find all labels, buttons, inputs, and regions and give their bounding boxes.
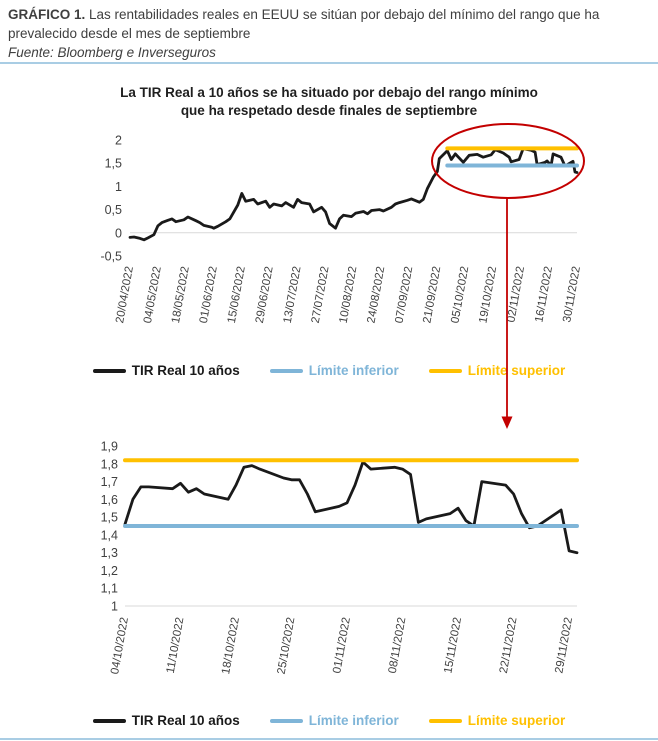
svg-text:20/04/2022: 20/04/2022 (114, 265, 136, 324)
svg-text:-0,5: -0,5 (100, 250, 122, 264)
svg-text:16/11/2022: 16/11/2022 (533, 265, 555, 323)
legend-label: Límite superior (467, 713, 566, 728)
legend-item-limite-inferior: Límite inferior (269, 363, 399, 378)
limite-inferior-line-swatch (269, 368, 303, 373)
tir-line-swatch (92, 718, 126, 723)
svg-text:27/07/2022: 27/07/2022 (310, 265, 332, 324)
svg-text:1,2: 1,2 (101, 564, 118, 578)
svg-text:01/11/2022: 01/11/2022 (331, 616, 353, 674)
svg-text:02/11/2022: 02/11/2022 (505, 265, 527, 323)
legend-label: TIR Real 10 años (131, 713, 240, 728)
svg-text:11/10/2022: 11/10/2022 (165, 616, 187, 674)
legend-item-tir: TIR Real 10 años (92, 363, 240, 378)
svg-text:24/08/2022: 24/08/2022 (366, 265, 388, 324)
svg-text:1: 1 (111, 600, 118, 614)
svg-text:05/10/2022: 05/10/2022 (449, 265, 471, 324)
svg-text:13/07/2022: 13/07/2022 (282, 265, 304, 324)
svg-text:1,3: 1,3 (101, 546, 118, 560)
limite-inferior-line-swatch (269, 718, 303, 723)
svg-text:10/08/2022: 10/08/2022 (338, 265, 360, 324)
svg-text:1: 1 (115, 180, 122, 194)
svg-text:25/10/2022: 25/10/2022 (276, 616, 298, 675)
svg-text:15/06/2022: 15/06/2022 (226, 265, 248, 324)
svg-text:1,5: 1,5 (101, 511, 118, 525)
legend-item-limite-inferior: Límite inferior (269, 713, 399, 728)
svg-text:21/09/2022: 21/09/2022 (421, 265, 443, 324)
svg-text:22/11/2022: 22/11/2022 (498, 616, 520, 674)
legend-item-limite-superior: Límite superior (428, 713, 566, 728)
svg-text:0: 0 (115, 226, 122, 240)
svg-text:18/05/2022: 18/05/2022 (170, 265, 192, 324)
svg-text:29/06/2022: 29/06/2022 (254, 265, 276, 324)
svg-text:1,7: 1,7 (101, 475, 118, 489)
top-chart-legend: TIR Real 10 años Límite inferior Límite … (0, 363, 658, 378)
svg-text:1,6: 1,6 (101, 493, 118, 507)
legend-item-limite-superior: Límite superior (428, 363, 566, 378)
svg-text:07/09/2022: 07/09/2022 (394, 265, 416, 324)
svg-text:1,5: 1,5 (105, 157, 122, 171)
top-chart: 2 1,5 1 0,5 0 -0,520/04/2022 04/05/2022 18/05/2… (100, 134, 583, 325)
svg-text:29/11/2022: 29/11/2022 (553, 616, 575, 674)
bottom-chart-legend: TIR Real 10 años Límite inferior Límite … (0, 713, 658, 728)
svg-text:15/11/2022: 15/11/2022 (442, 616, 464, 674)
svg-text:1,9: 1,9 (101, 440, 118, 454)
svg-text:2: 2 (115, 134, 122, 148)
bottom-chart: 1,9 1,8 1,7 1,6 1,5 1,4 1,3 1,2 1,1 1 04/10/2022 11… (101, 440, 579, 675)
top-chart-title: La TIR Real a 10 años se ha situado por … (120, 85, 538, 118)
limite-superior-line-swatch (428, 368, 462, 373)
svg-text:18/10/2022: 18/10/2022 (220, 616, 242, 675)
figure-source: Fuente: Bloomberg e Inverseguros (8, 45, 216, 61)
figure-caption: GRÁFICO 1. Las rentabilidades reales en … (8, 6, 652, 63)
legend-item-tir: TIR Real 10 años (92, 713, 240, 728)
svg-text:04/05/2022: 04/05/2022 (142, 265, 164, 324)
annotation-arrowhead (501, 416, 513, 429)
tir-line-swatch (92, 368, 126, 373)
figure-number: GRÁFICO 1. (8, 7, 86, 22)
limite-superior-line-swatch (428, 718, 462, 723)
top-separator-line (0, 62, 658, 64)
legend-label: Límite superior (467, 363, 566, 378)
bottom-separator-line (0, 738, 658, 740)
legend-label: Límite inferior (308, 713, 399, 728)
svg-text:1,8: 1,8 (101, 457, 118, 471)
legend-label: TIR Real 10 años (131, 363, 240, 378)
svg-text:01/06/2022: 01/06/2022 (198, 265, 220, 324)
svg-text:1,4: 1,4 (101, 528, 118, 542)
figure-title: Las rentabilidades reales en EEUU se sit… (8, 7, 600, 41)
svg-text:08/11/2022: 08/11/2022 (387, 616, 409, 674)
svg-text:30/11/2022: 30/11/2022 (561, 265, 583, 323)
svg-text:1,1: 1,1 (101, 582, 118, 596)
svg-text:0,5: 0,5 (105, 203, 122, 217)
svg-text:19/10/2022: 19/10/2022 (477, 265, 499, 324)
svg-text:04/10/2022: 04/10/2022 (109, 616, 131, 675)
legend-label: Límite inferior (308, 363, 399, 378)
